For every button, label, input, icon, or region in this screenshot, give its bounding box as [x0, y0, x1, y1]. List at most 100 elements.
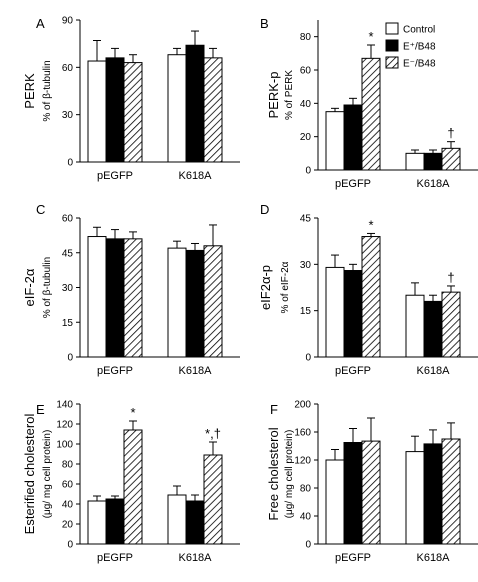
- panel-letter: F: [270, 402, 278, 417]
- bar: [405, 152, 425, 171]
- bar: [87, 60, 107, 163]
- bar: [123, 62, 143, 163]
- bar: [441, 291, 461, 358]
- bar: [167, 247, 187, 358]
- y-tick-label: 15: [62, 318, 74, 329]
- y-tick-label: 140: [56, 400, 73, 411]
- bar: [361, 57, 381, 171]
- panel-a: A 0 30 60 90 PERK % of β-tubulin pEGFP K618A: [22, 16, 240, 182]
- bar: [105, 238, 125, 358]
- y-tick-label: 200: [294, 400, 311, 411]
- significance-mark: *: [368, 29, 373, 44]
- y-tick-label: 20: [300, 132, 312, 143]
- legend-swatch: [385, 56, 399, 69]
- bar: [361, 236, 381, 358]
- bar: [123, 429, 143, 545]
- bar: [441, 438, 461, 545]
- bar: [167, 54, 187, 163]
- panel-d: D 0 15 30 45 eIF2α-p % of eIF-2α pEGFP K618A * †: [258, 202, 478, 377]
- category-label: pEGFP: [97, 170, 133, 182]
- y-axis-title: Esterified cholesterol: [22, 414, 37, 535]
- legend-swatch: [385, 22, 399, 35]
- category-label: K618A: [178, 552, 212, 564]
- legend-swatch: [385, 39, 399, 52]
- y-tick-label: 40: [300, 512, 312, 523]
- bar: [423, 300, 443, 358]
- y-axis-subtitle: (μg/ mg cell protein): [284, 430, 295, 519]
- y-tick-label: 45: [62, 248, 74, 259]
- bar: [203, 57, 223, 163]
- y-axis-subtitle: % of β-tubulin: [42, 257, 53, 318]
- bar: [123, 238, 143, 358]
- category-label: K618A: [416, 178, 450, 190]
- bar: [325, 266, 345, 358]
- y-tick-label: 60: [300, 66, 312, 77]
- bar: [343, 442, 363, 545]
- panel-c: C 0 15 30 45 60 eIF-2α % of β-tubulin pEGFP K618A: [22, 202, 240, 377]
- y-tick-label: 0: [305, 540, 311, 551]
- y-tick-label: 100: [56, 440, 73, 451]
- y-tick-label: 45: [300, 214, 312, 225]
- category-label: K618A: [178, 365, 212, 377]
- significance-mark: *: [130, 405, 135, 420]
- panel-letter: E: [36, 402, 45, 417]
- bar: [423, 443, 443, 545]
- y-tick-label: 90: [62, 16, 74, 27]
- bar: [87, 500, 107, 545]
- category-label: pEGFP: [335, 365, 371, 377]
- category-label: pEGFP: [335, 552, 371, 564]
- y-tick-label: 60: [62, 63, 74, 74]
- y-tick-label: 30: [300, 260, 312, 271]
- bar: [87, 236, 107, 358]
- y-axis-title: eIF-2α: [22, 268, 37, 306]
- y-tick-label: 20: [62, 520, 74, 531]
- y-tick-label: 120: [294, 456, 311, 467]
- bar: [325, 459, 345, 545]
- significance-mark: †: [447, 270, 454, 285]
- y-tick-label: 40: [300, 99, 312, 110]
- bar: [105, 498, 125, 545]
- y-tick-label: 60: [62, 480, 74, 491]
- category-label: pEGFP: [97, 552, 133, 564]
- bar: [185, 249, 205, 358]
- y-tick-label: 80: [300, 484, 312, 495]
- panel-letter: D: [260, 202, 269, 217]
- bar: [423, 152, 443, 171]
- bar: [405, 294, 425, 358]
- bar: [325, 111, 345, 171]
- significance-mark: *: [368, 217, 373, 232]
- bar: [105, 57, 125, 163]
- y-tick-label: 80: [62, 460, 74, 471]
- significance-mark: †: [447, 126, 454, 141]
- legend: Control E⁺/B48 E⁻/B48: [385, 22, 436, 70]
- bar: [361, 440, 381, 545]
- bar: [203, 454, 223, 545]
- y-tick-label: 30: [62, 110, 74, 121]
- y-axis-title: PERK-p: [266, 72, 281, 119]
- category-label: K618A: [178, 170, 212, 182]
- y-axis-title: Free cholesterol: [266, 427, 281, 520]
- y-tick-label: 0: [305, 166, 311, 177]
- y-axis-subtitle: % of PERK: [284, 70, 295, 120]
- bar: [343, 104, 363, 171]
- legend-label: E⁻/B48: [403, 59, 436, 70]
- bar: [203, 245, 223, 358]
- y-axis-subtitle: % of β-tubulin: [42, 60, 53, 121]
- bar: [185, 500, 205, 545]
- legend-label: Control: [403, 25, 435, 36]
- y-tick-label: 15: [300, 306, 312, 317]
- y-tick-label: 0: [305, 353, 311, 364]
- y-tick-label: 40: [62, 500, 74, 511]
- panel-e: E 0 20 40 60 80 100 120 140 Esterified cholestero…: [22, 400, 240, 564]
- category-label: K618A: [416, 365, 450, 377]
- category-label: pEGFP: [97, 365, 133, 377]
- panel-letter: A: [36, 16, 45, 31]
- bar: [343, 270, 363, 358]
- y-tick-label: 80: [300, 32, 312, 43]
- y-axis-subtitle: % of eIF-2α: [280, 261, 291, 313]
- significance-mark: *,†: [205, 426, 221, 441]
- y-tick-label: 120: [56, 420, 73, 431]
- y-tick-label: 0: [67, 540, 73, 551]
- panel-letter: C: [36, 202, 45, 217]
